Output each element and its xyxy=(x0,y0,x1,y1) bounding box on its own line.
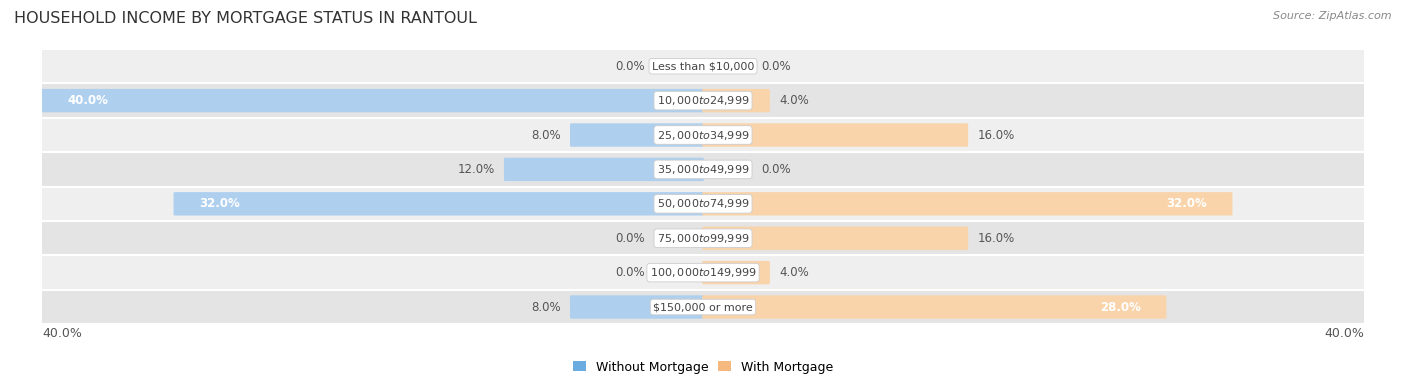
Text: Source: ZipAtlas.com: Source: ZipAtlas.com xyxy=(1274,11,1392,21)
Text: $100,000 to $149,999: $100,000 to $149,999 xyxy=(650,266,756,279)
Text: $50,000 to $74,999: $50,000 to $74,999 xyxy=(657,197,749,210)
Text: 32.0%: 32.0% xyxy=(1166,197,1206,210)
Text: 40.0%: 40.0% xyxy=(42,327,82,340)
FancyBboxPatch shape xyxy=(42,83,1364,118)
FancyBboxPatch shape xyxy=(702,261,770,284)
FancyBboxPatch shape xyxy=(42,152,1364,187)
Text: 12.0%: 12.0% xyxy=(457,163,495,176)
Text: 0.0%: 0.0% xyxy=(616,266,645,279)
Text: 8.0%: 8.0% xyxy=(531,129,561,141)
Text: 28.0%: 28.0% xyxy=(1099,300,1140,314)
FancyBboxPatch shape xyxy=(702,192,1233,216)
Text: $25,000 to $34,999: $25,000 to $34,999 xyxy=(657,129,749,141)
FancyBboxPatch shape xyxy=(42,221,1364,256)
FancyBboxPatch shape xyxy=(702,295,1167,319)
Text: 4.0%: 4.0% xyxy=(779,94,808,107)
FancyBboxPatch shape xyxy=(503,158,704,181)
FancyBboxPatch shape xyxy=(569,295,704,319)
Text: 32.0%: 32.0% xyxy=(200,197,240,210)
Text: HOUSEHOLD INCOME BY MORTGAGE STATUS IN RANTOUL: HOUSEHOLD INCOME BY MORTGAGE STATUS IN R… xyxy=(14,11,477,26)
FancyBboxPatch shape xyxy=(702,123,969,147)
FancyBboxPatch shape xyxy=(569,123,704,147)
FancyBboxPatch shape xyxy=(42,256,1364,290)
Text: 0.0%: 0.0% xyxy=(761,60,790,73)
Text: 40.0%: 40.0% xyxy=(67,94,108,107)
Text: 0.0%: 0.0% xyxy=(616,232,645,245)
Text: $10,000 to $24,999: $10,000 to $24,999 xyxy=(657,94,749,107)
Text: 16.0%: 16.0% xyxy=(977,129,1015,141)
FancyBboxPatch shape xyxy=(702,89,770,112)
Text: 0.0%: 0.0% xyxy=(616,60,645,73)
FancyBboxPatch shape xyxy=(42,118,1364,152)
Text: 4.0%: 4.0% xyxy=(779,266,808,279)
Text: 16.0%: 16.0% xyxy=(977,232,1015,245)
Text: 0.0%: 0.0% xyxy=(761,163,790,176)
FancyBboxPatch shape xyxy=(173,192,704,216)
Text: 8.0%: 8.0% xyxy=(531,300,561,314)
Text: $150,000 or more: $150,000 or more xyxy=(654,302,752,312)
FancyBboxPatch shape xyxy=(42,290,1364,324)
FancyBboxPatch shape xyxy=(702,227,969,250)
Text: $35,000 to $49,999: $35,000 to $49,999 xyxy=(657,163,749,176)
Text: 40.0%: 40.0% xyxy=(1324,327,1364,340)
FancyBboxPatch shape xyxy=(42,49,1364,83)
Legend: Without Mortgage, With Mortgage: Without Mortgage, With Mortgage xyxy=(568,356,838,377)
FancyBboxPatch shape xyxy=(42,187,1364,221)
Text: Less than $10,000: Less than $10,000 xyxy=(652,61,754,71)
FancyBboxPatch shape xyxy=(41,89,704,112)
Text: $75,000 to $99,999: $75,000 to $99,999 xyxy=(657,232,749,245)
